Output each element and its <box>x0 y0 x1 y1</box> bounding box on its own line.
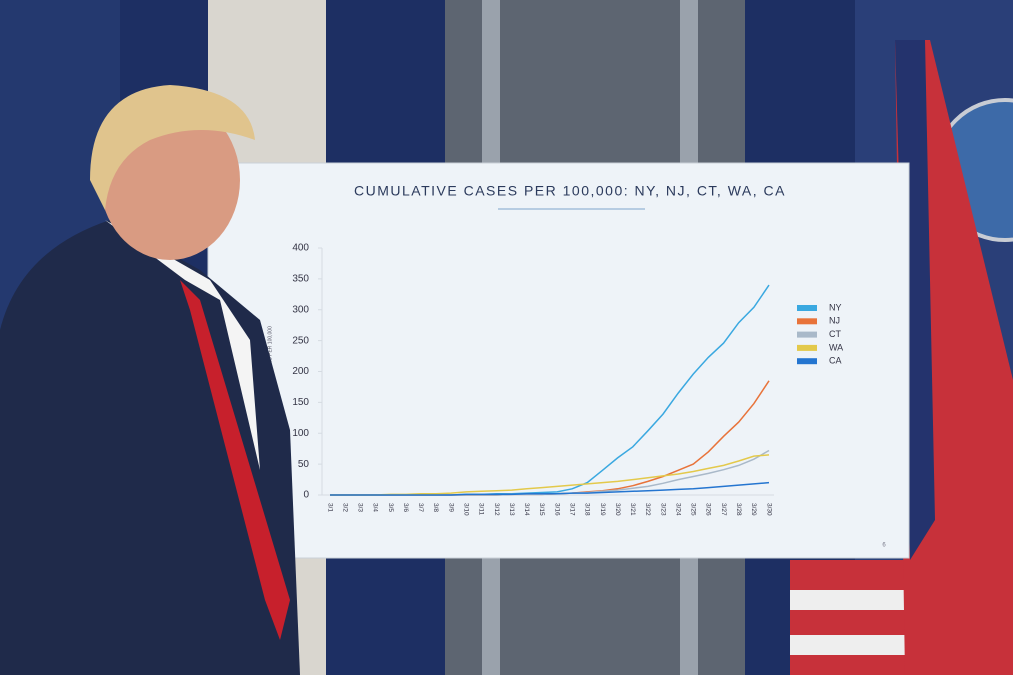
x-tick-label: 3/1 <box>326 503 333 512</box>
slide-number: 6 <box>882 543 886 549</box>
x-tick-label: 3/8 <box>432 503 439 512</box>
x-tick-label: 3/12 <box>493 503 500 516</box>
y-tick-label: 0 <box>303 490 309 501</box>
legend-swatch <box>797 318 817 325</box>
x-tick-label: 3/19 <box>599 503 606 516</box>
x-tick-label: 3/14 <box>523 503 530 516</box>
x-tick-label: 3/26 <box>705 503 712 516</box>
x-tick-label: 3/3 <box>357 503 364 512</box>
legend-swatch <box>797 344 817 351</box>
x-tick-label: 3/21 <box>629 503 636 516</box>
x-tick-label: 3/13 <box>508 503 515 516</box>
x-tick-label: 3/18 <box>584 503 591 516</box>
x-tick-label: 3/29 <box>750 503 757 516</box>
y-tick-label: 200 <box>292 366 309 377</box>
x-tick-label: 3/16 <box>553 503 560 516</box>
x-tick-label: 3/30 <box>765 503 772 516</box>
x-tick-label: 3/25 <box>690 503 697 516</box>
y-tick-label: 300 <box>292 304 309 315</box>
x-tick-label: 3/6 <box>402 503 409 512</box>
flag <box>790 40 1013 675</box>
y-tick-label: 250 <box>292 335 309 346</box>
x-tick-label: 3/24 <box>674 503 681 516</box>
y-tick-label: 100 <box>292 428 309 439</box>
x-tick-label: 3/20 <box>614 503 621 516</box>
series-line <box>330 481 770 496</box>
y-tick-label: 150 <box>292 397 309 408</box>
x-tick-label: 3/27 <box>720 503 727 516</box>
legend-swatch <box>797 331 817 338</box>
x-tick-label: 3/9 <box>447 503 454 512</box>
x-tick-label: 3/7 <box>417 503 424 512</box>
legend-label: CT <box>829 329 841 339</box>
x-tick-label: 3/22 <box>644 503 651 516</box>
x-tick-label: 3/2 <box>341 503 348 512</box>
legend-swatch <box>797 358 817 365</box>
x-tick-label: 3/5 <box>387 503 394 512</box>
x-tick-label: 3/28 <box>735 503 742 516</box>
legend-label: WA <box>829 342 843 352</box>
y-tick-label: 400 <box>292 243 309 254</box>
x-tick-label: 3/10 <box>463 503 470 516</box>
legend-label: NJ <box>829 316 840 326</box>
presenter <box>0 85 300 675</box>
legend-label: NY <box>829 302 842 312</box>
x-tick-label: 3/15 <box>538 503 545 516</box>
x-tick-label: 3/23 <box>659 503 666 516</box>
legend-swatch <box>797 305 817 311</box>
x-tick-label: 3/4 <box>372 503 379 512</box>
x-tick-label: 3/11 <box>478 503 485 516</box>
x-tick-label: 3/17 <box>568 503 575 516</box>
y-tick-label: 50 <box>298 459 310 470</box>
y-tick-label: 350 <box>292 274 309 285</box>
chart-title: CUMULATIVE CASES PER 100,000: NY, NJ, CT… <box>354 183 786 199</box>
legend-label: CA <box>829 356 842 366</box>
